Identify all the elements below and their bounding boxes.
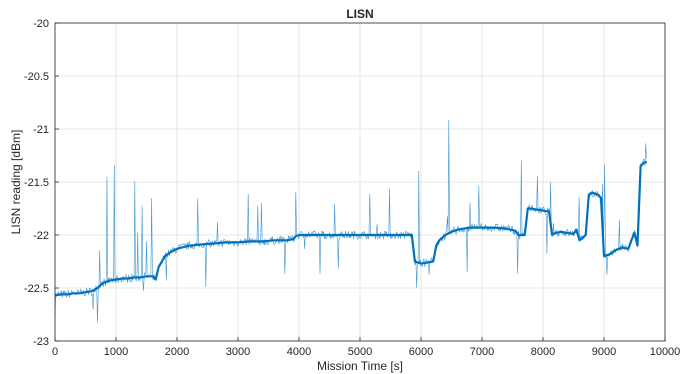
y-axis-ticks: -20 -20.5 -21 -21.5 -22 -22.5 -23 xyxy=(24,18,59,348)
x-axis-label: Mission Time [s] xyxy=(317,359,403,373)
x-tick-label: 7000 xyxy=(470,346,494,358)
x-tick-label: 3000 xyxy=(226,346,250,358)
series-line xyxy=(54,160,648,297)
x-tick-label: 6000 xyxy=(409,346,433,358)
x-tick-label: 2000 xyxy=(165,346,189,358)
series-group xyxy=(54,160,648,297)
chart-title: LISN xyxy=(346,7,373,21)
y-tick-label: -22 xyxy=(33,230,49,242)
x-tick-label: 0 xyxy=(52,346,58,358)
y-tick-label: -21 xyxy=(33,124,49,136)
x-tick-label: 1000 xyxy=(104,346,128,358)
y-tick-label: -22.5 xyxy=(24,283,49,295)
y-tick-label: -23 xyxy=(33,336,49,348)
x-axis-ticks: 0 1000 2000 3000 4000 5000 6000 7000 8000 9000 100… xyxy=(52,337,680,358)
x-tick-label: 9000 xyxy=(592,346,616,358)
y-tick-label: -20 xyxy=(33,18,49,30)
y-tick-label: -20.5 xyxy=(24,71,49,83)
x-tick-label: 4000 xyxy=(287,346,311,358)
x-tick-label: 5000 xyxy=(348,346,372,358)
x-tick-label: 8000 xyxy=(531,346,555,358)
y-axis-label: LISN reading [dBm] xyxy=(9,130,23,235)
y-tick-label: -21.5 xyxy=(24,177,49,189)
x-tick-label: 10000 xyxy=(650,346,681,358)
